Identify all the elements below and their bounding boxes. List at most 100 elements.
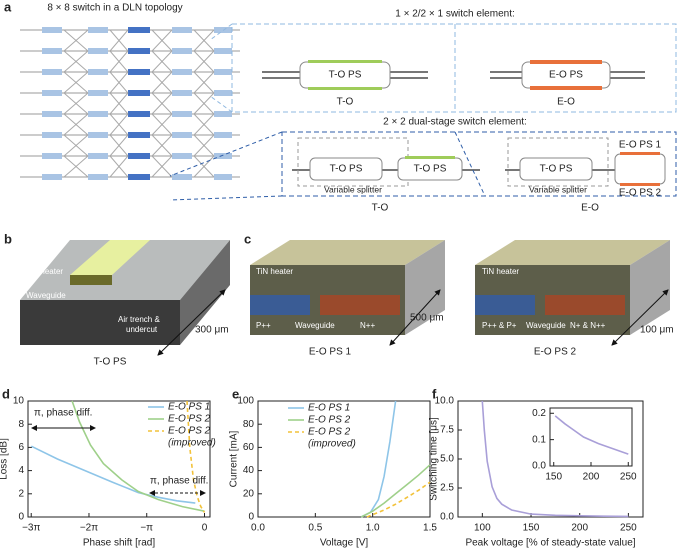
crossing xyxy=(193,155,215,178)
x-tick-label: 0.0 xyxy=(251,523,265,534)
crossing xyxy=(109,92,129,115)
crossing xyxy=(63,134,89,157)
switch xyxy=(88,90,108,96)
ps-arm xyxy=(309,157,383,181)
series-line xyxy=(186,400,206,513)
panel-label: d xyxy=(2,386,10,401)
crossing xyxy=(193,71,215,94)
y-tick-label: 100 xyxy=(237,396,254,407)
zoom-line xyxy=(209,95,233,113)
device-c2: TiN heater P++ & P+ Waveguide N+ & N++ 1… xyxy=(475,240,674,358)
panel-label: f xyxy=(432,386,437,401)
crossing xyxy=(109,134,129,157)
switch xyxy=(42,90,62,96)
x-tick-label: 0 xyxy=(202,523,208,534)
switch-elements xyxy=(262,71,645,171)
switch xyxy=(214,153,232,159)
switch xyxy=(42,69,62,75)
switch xyxy=(128,153,150,159)
x-tick-label: 250 xyxy=(620,472,637,483)
electrode xyxy=(620,152,660,155)
zoom-line xyxy=(169,195,283,201)
legend-label: E-O PS 1 xyxy=(308,403,350,414)
ps-label: T-O PS xyxy=(329,70,362,81)
switch xyxy=(42,48,62,54)
x-axis-label: Voltage [V] xyxy=(320,538,369,549)
dual-box xyxy=(281,131,677,197)
crossing xyxy=(193,29,215,52)
switch xyxy=(214,132,232,138)
y-tick-label: 20 xyxy=(243,488,255,499)
switch xyxy=(42,174,62,180)
splitter-box xyxy=(507,137,609,187)
crossing xyxy=(63,50,89,73)
y-tick-label: 8 xyxy=(18,419,24,430)
waveguide-label: Waveguide xyxy=(526,321,566,330)
switch xyxy=(214,111,232,117)
plot-frame xyxy=(549,407,633,467)
plot-frame xyxy=(257,400,431,518)
series-line xyxy=(481,400,629,518)
crossing xyxy=(151,29,173,52)
electrode xyxy=(530,86,602,90)
caption: E-O PS 2 xyxy=(534,347,577,358)
splitter-label: Variable splitter xyxy=(529,184,587,194)
y-tick-label: 40 xyxy=(243,465,255,476)
ps-arm xyxy=(614,153,666,185)
switch xyxy=(88,69,108,75)
x-tick-label: 150 xyxy=(523,523,540,534)
legend-label: E-O PS 2 xyxy=(308,415,351,426)
y-tick-label: 0.1 xyxy=(532,434,546,445)
p-label: P++ xyxy=(256,321,271,330)
x-tick-label: −π xyxy=(140,523,153,534)
crossing xyxy=(151,50,173,73)
y-tick-label: 0 xyxy=(18,512,24,523)
crossing xyxy=(63,29,89,52)
panel-label: e xyxy=(232,386,239,401)
caption: E-O xyxy=(581,203,599,214)
switch xyxy=(88,48,108,54)
trench-label: Air trench & xyxy=(118,315,160,324)
y-tick-label: 0 xyxy=(248,512,254,523)
x-tick-label: −3π xyxy=(22,523,40,534)
device-c1: c TiN heater P++ Waveguide N++ 500 μm E-… xyxy=(244,231,445,358)
heater-label: TiN heater xyxy=(26,267,63,276)
switch xyxy=(42,111,62,117)
legend-label: E-O PS 2 xyxy=(168,426,211,437)
crossing xyxy=(151,155,173,178)
crossing xyxy=(63,155,89,178)
dual-title: 2 × 2 dual-stage switch element: xyxy=(383,117,527,128)
zoom-line xyxy=(169,131,283,177)
switch xyxy=(214,90,232,96)
switch xyxy=(128,69,150,75)
waveguide-label: Waveguide xyxy=(295,321,335,330)
n-label: N++ xyxy=(360,321,375,330)
x-tick-label: 200 xyxy=(571,523,588,534)
switch xyxy=(128,48,150,54)
legend-label: E-O PS 2 xyxy=(308,427,351,438)
switch xyxy=(88,132,108,138)
heater xyxy=(308,60,382,63)
caption: E-O xyxy=(557,97,575,108)
y-tick-label: 0.2 xyxy=(532,408,546,419)
switch xyxy=(42,27,62,33)
y-tick-label: 10 xyxy=(13,396,25,407)
legend-label: E-O PS 1 xyxy=(168,402,210,413)
annotation: π, phase diff. xyxy=(150,476,208,487)
panel-label: b xyxy=(4,231,12,246)
switch xyxy=(172,111,192,117)
switch xyxy=(172,153,192,159)
switch xyxy=(172,27,192,33)
y-tick-label: 80 xyxy=(243,419,255,430)
heater-label: TiN heater xyxy=(256,267,293,276)
ps-label: E-O PS xyxy=(549,70,583,81)
ps-label: T-O PS xyxy=(330,164,363,175)
crossing xyxy=(63,113,89,136)
ps-arm xyxy=(519,157,593,181)
x-axis-label: Phase shift [rad] xyxy=(83,538,155,549)
switch xyxy=(214,174,232,180)
switch xyxy=(88,174,108,180)
ps-label: T-O PS xyxy=(414,164,447,175)
legend-label: E-O PS 2 xyxy=(168,414,211,425)
